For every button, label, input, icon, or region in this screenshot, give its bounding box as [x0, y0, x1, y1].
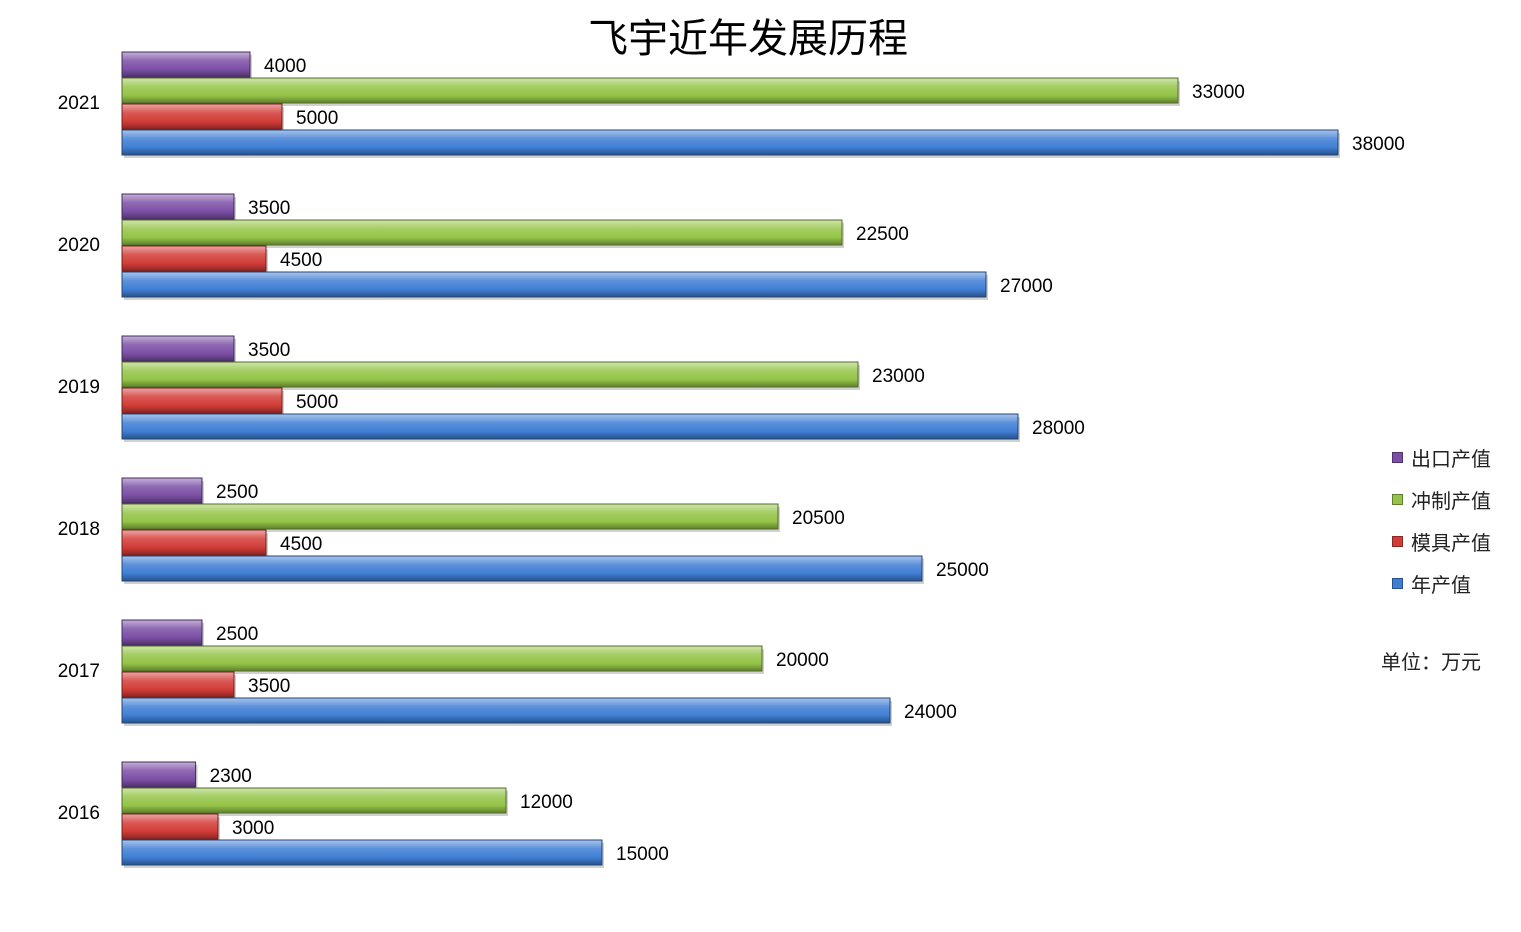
legend-item-stamping: 冲制产值 [1392, 478, 1491, 520]
value-label-annual-2018: 25000 [936, 560, 989, 581]
legend-label-export: 出口产值 [1411, 446, 1491, 471]
bar-mold-2021 [121, 103, 283, 130]
legend-label-mold: 模具产值 [1411, 530, 1491, 555]
bar-export-2019 [121, 335, 235, 362]
bar-stamping-2021 [121, 77, 1179, 104]
value-label-annual-2019: 28000 [1032, 418, 1085, 439]
category-label-2019: 2019 [58, 377, 100, 398]
value-label-annual-2017: 24000 [904, 702, 957, 723]
bar-annual-2021 [121, 129, 1339, 156]
bar-mold-2017 [121, 671, 235, 698]
bar-stamping-2016 [121, 787, 507, 814]
legend-label-stamping: 冲制产值 [1411, 488, 1491, 513]
value-label-mold-2019: 5000 [296, 392, 338, 413]
bar-annual-2020 [121, 271, 987, 298]
bar-stamping-2018 [121, 503, 779, 530]
bar-export-2020 [121, 193, 235, 220]
category-label-2020: 2020 [58, 235, 100, 256]
value-label-stamping-2018: 20500 [792, 508, 845, 529]
legend-swatch-mold [1392, 535, 1403, 547]
value-label-stamping-2021: 33000 [1192, 82, 1245, 103]
bar-annual-2016 [121, 839, 603, 866]
legend-item-mold: 模具产值 [1392, 520, 1491, 562]
unit-note: 单位：万元 [1381, 650, 1481, 674]
bar-export-2018 [121, 477, 203, 504]
bar-annual-2018 [121, 555, 923, 582]
bar-stamping-2020 [121, 219, 843, 246]
legend-swatch-export [1392, 451, 1403, 463]
value-label-mold-2017: 3500 [248, 676, 290, 697]
value-label-export-2021: 4000 [264, 56, 306, 77]
legend-item-annual: 年产值 [1392, 562, 1491, 604]
legend: 出口产值 冲制产值 模具产值 年产值 [1392, 436, 1491, 604]
legend-swatch-annual [1392, 577, 1403, 589]
chart-title: 飞宇近年发展历程 [588, 16, 908, 62]
value-label-annual-2016: 15000 [616, 844, 669, 865]
value-label-stamping-2019: 23000 [872, 366, 925, 387]
value-label-export-2018: 2500 [216, 482, 258, 503]
bar-stamping-2017 [121, 645, 763, 672]
value-label-annual-2020: 27000 [1000, 276, 1053, 297]
value-label-annual-2021: 38000 [1352, 134, 1405, 155]
bar-mold-2018 [121, 529, 267, 556]
legend-label-annual: 年产值 [1411, 572, 1471, 597]
category-label-2021: 2021 [58, 93, 100, 114]
value-label-mold-2018: 4500 [280, 534, 322, 555]
legend-swatch-stamping [1392, 493, 1403, 505]
value-label-export-2019: 3500 [248, 340, 290, 361]
bar-export-2017 [121, 619, 203, 646]
value-label-export-2017: 2500 [216, 624, 258, 645]
legend-item-export: 出口产值 [1392, 436, 1491, 478]
value-label-mold-2020: 4500 [280, 250, 322, 271]
value-label-mold-2016: 3000 [232, 818, 274, 839]
value-label-stamping-2016: 12000 [520, 792, 573, 813]
category-label-2017: 2017 [58, 661, 100, 682]
value-label-mold-2021: 5000 [296, 108, 338, 129]
bar-export-2021 [121, 51, 251, 78]
category-label-2016: 2016 [58, 803, 100, 824]
value-label-stamping-2020: 22500 [856, 224, 909, 245]
value-label-stamping-2017: 20000 [776, 650, 829, 671]
bar-stamping-2019 [121, 361, 859, 388]
bar-mold-2019 [121, 387, 283, 414]
bar-mold-2020 [121, 245, 267, 272]
value-label-export-2020: 3500 [248, 198, 290, 219]
value-label-export-2016: 2300 [210, 766, 252, 787]
bar-export-2016 [121, 761, 197, 788]
bar-mold-2016 [121, 813, 219, 840]
bar-annual-2017 [121, 697, 891, 724]
category-label-2018: 2018 [58, 519, 100, 540]
bar-annual-2019 [121, 413, 1019, 440]
